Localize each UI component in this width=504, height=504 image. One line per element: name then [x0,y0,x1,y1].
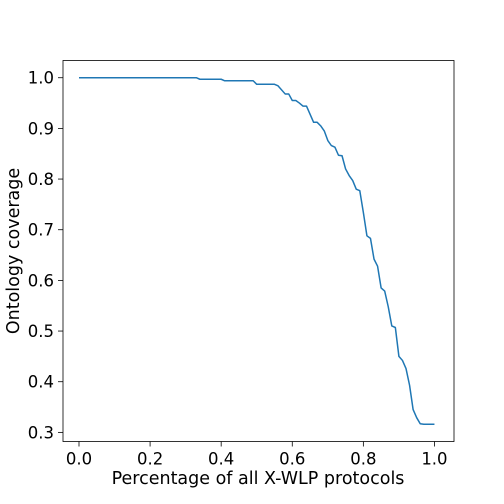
x-axis-ticks: 0.0 0.2 0.4 0.6 0.8 1.0 [66,441,448,469]
y-tick-label: 0.9 [28,119,54,138]
y-tick-label: 0.3 [28,423,54,442]
x-tick-label: 0.6 [279,450,305,469]
y-tick-label: 1.0 [28,69,54,88]
x-tick-label: 0.4 [208,450,234,469]
y-tick-label: 0.4 [28,373,54,392]
plot-frame [62,60,455,442]
coverage-series-line [79,76,435,426]
y-tick-label: 0.8 [28,170,54,189]
y-axis-label: Ontology coverage [4,168,24,334]
x-axis-label: Percentage of all X-WLP protocols [112,469,405,489]
y-tick-label: 0.5 [28,322,54,341]
y-tick-label: 0.7 [28,221,54,240]
y-axis-ticks: 0.3 0.4 0.5 0.6 0.7 0.8 0.9 1.0 [28,69,63,442]
x-tick-label: 0.2 [137,450,163,469]
x-tick-label: 0.0 [66,450,92,469]
x-tick-label: 1.0 [421,450,447,469]
y-tick-label: 0.6 [28,271,54,290]
x-tick-label: 0.8 [350,450,376,469]
plot-area [79,76,435,426]
